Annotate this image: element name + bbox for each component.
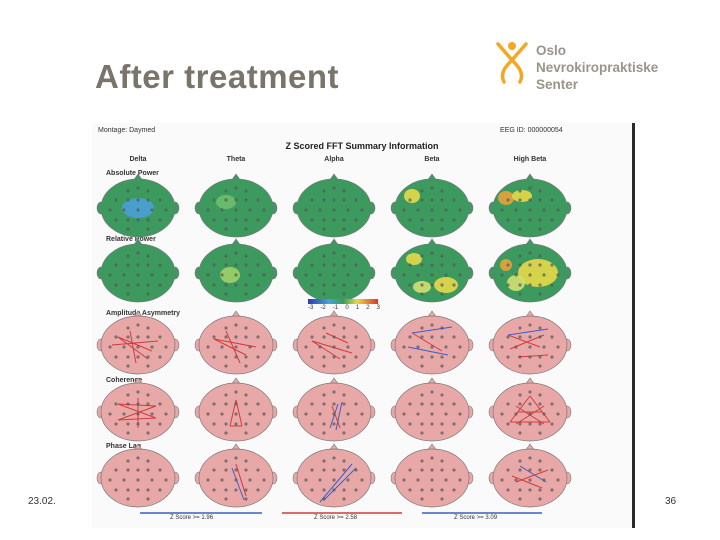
report-title: Z Scored FFT Summary Information [285, 141, 439, 151]
head-map [292, 173, 376, 238]
colorbar-tick: 1 [355, 305, 360, 311]
column-header-delta: Delta [129, 156, 147, 163]
row-label-relative-power: Relative Power [106, 236, 156, 243]
eeg-id-label: EEG ID: 000000054 [500, 127, 563, 134]
column-header-beta: Beta [424, 156, 440, 163]
row-label-coherence: Coherence [106, 377, 143, 384]
page-number: 36 [665, 496, 677, 507]
head-map [292, 377, 376, 442]
row-label-phase-lag: Phase Lag [106, 443, 142, 450]
divider-line [632, 123, 635, 528]
head-map [390, 377, 474, 442]
head-map [390, 310, 474, 375]
footer-date: 23.02. [28, 496, 56, 507]
legend-label: Z Score >= 3.09 [454, 515, 498, 521]
colorbar-tick: 0 [345, 305, 349, 311]
row-label-amplitude-asymmetry: Amplitude Asymmetry [106, 310, 181, 317]
person-figure-icon [496, 42, 528, 84]
column-header-alpha: Alpha [324, 156, 344, 163]
column-header-theta: Theta [226, 156, 246, 163]
head-map [96, 173, 180, 238]
head-map [488, 443, 572, 508]
head-map [194, 238, 278, 303]
legend-label: Z Score >= 2.58 [314, 515, 358, 521]
head-map [96, 377, 180, 442]
colorbar-tick: -1 [332, 305, 339, 311]
head-map [194, 310, 278, 375]
legend-lines [140, 512, 542, 514]
head-map [390, 238, 474, 303]
row-label-absolute-power: Absolute Power [106, 170, 159, 177]
head-map [96, 310, 180, 375]
head-map [292, 238, 376, 303]
head-map [292, 310, 376, 375]
head-map [488, 173, 572, 238]
head-map [194, 443, 278, 508]
head-map [488, 238, 572, 303]
head-map-grid [96, 173, 572, 508]
head-map [194, 173, 278, 238]
head-map [292, 443, 376, 508]
clinic-logo: Oslo Nevrokiropraktiske Senter [494, 40, 694, 92]
head-map [96, 238, 180, 303]
colorbar-tick: -3 [308, 305, 314, 311]
head-map [488, 310, 572, 375]
logo-line-1: Oslo [536, 43, 567, 58]
colorbar-tick: 3 [376, 305, 380, 311]
head-map [488, 377, 572, 442]
head-map [390, 173, 474, 238]
column-header-high-beta: High Beta [513, 156, 547, 163]
montage-label: Montage: Daymed [98, 127, 156, 134]
colorbar-tick: -2 [320, 305, 326, 311]
colorbar-ticks: -3 -2 -1 0 1 2 3 [308, 305, 380, 311]
head-map [390, 443, 474, 508]
legend-label: Z Score >= 1.96 [170, 515, 214, 521]
head-map [96, 443, 180, 508]
slide-title: After treatment [95, 58, 340, 95]
logo-line-2: Nevrokiropraktiske Senter [536, 60, 659, 92]
head-map [194, 377, 278, 442]
z-score-colorbar [308, 299, 378, 304]
qeeg-report-image: Montage: Daymed EEG ID: 000000054 Z Scor… [92, 123, 632, 528]
colorbar-tick: 2 [366, 305, 370, 311]
